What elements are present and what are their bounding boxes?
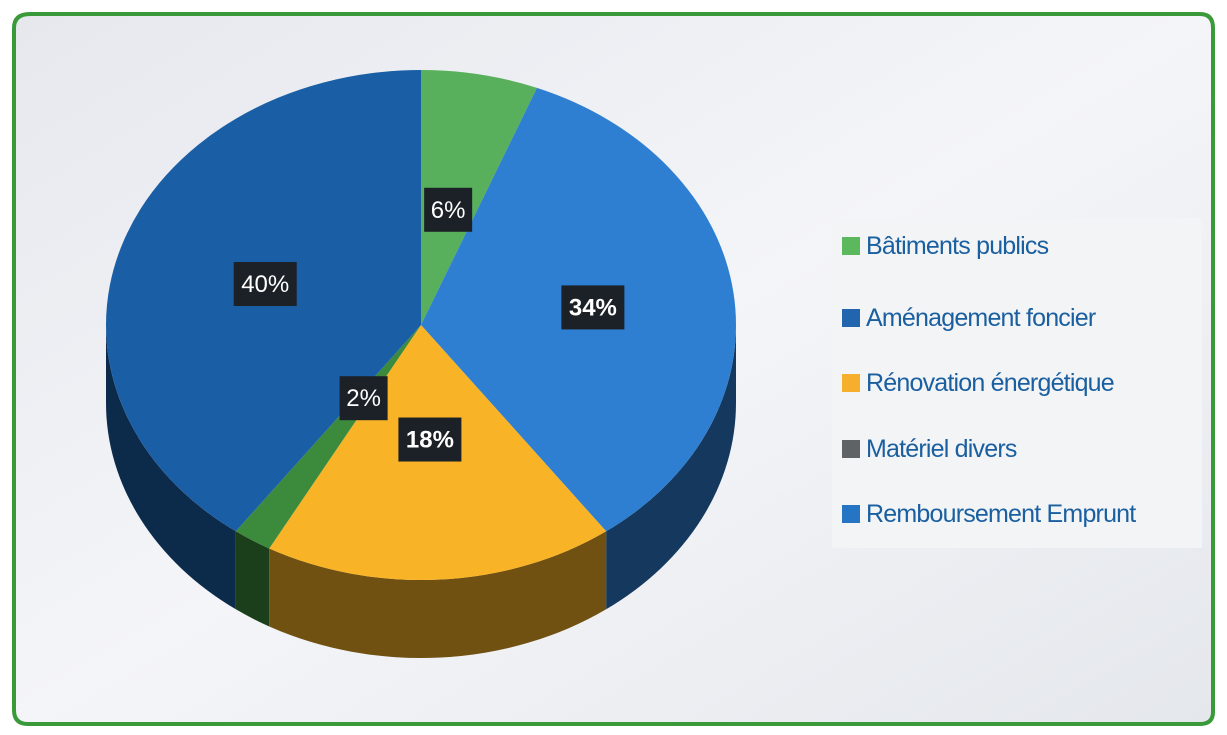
- pie-side-renovation-energetique: [269, 531, 607, 658]
- data-label-amenagement-foncier: 34%: [569, 294, 617, 321]
- legend-item-batiments-publics: Bâtiments publics: [842, 226, 1049, 266]
- data-label-box: [561, 285, 625, 330]
- legend-label: Matériel divers: [866, 434, 1017, 463]
- legend-swatch: [842, 237, 860, 255]
- data-label-box: [233, 262, 297, 307]
- data-label-box: [398, 417, 462, 462]
- legend-label: Bâtiments publics: [866, 231, 1049, 260]
- pie-group: 6% 34% 18% 2% 40%: [105, 70, 737, 658]
- data-label-batiments-publics: 6%: [431, 197, 466, 224]
- pie-side-amenagement-foncier: [606, 325, 736, 610]
- legend: Bâtiments publics Aménagement foncier Ré…: [832, 218, 1202, 548]
- legend-item-amenagement-foncier: Aménagement foncier: [842, 298, 1096, 338]
- legend-swatch: [842, 309, 860, 327]
- pie-slice-batiments-publics: [421, 70, 537, 325]
- data-label-materiel-divers: 2%: [346, 385, 381, 412]
- legend-item-renovation-energetique: Rénovation énergétique: [842, 363, 1115, 403]
- legend-item-remboursement-emprunt: Remboursement Emprunt: [842, 494, 1136, 534]
- data-label-box: [424, 187, 473, 232]
- pie-side-materiel-divers: [235, 531, 270, 627]
- legend-label: Remboursement Emprunt: [866, 499, 1136, 528]
- legend-swatch: [842, 505, 860, 523]
- legend-swatch: [842, 440, 860, 458]
- legend-label: Rénovation énergétique: [866, 368, 1115, 397]
- data-label-remboursement-emprunt: 40%: [241, 271, 289, 298]
- data-label-renovation-energetique: 18%: [406, 427, 454, 454]
- data-label-box: [339, 376, 388, 421]
- pie-side-remboursement-emprunt: [105, 325, 236, 610]
- pie-side-walls: [105, 325, 736, 658]
- legend-label: Aménagement foncier: [866, 303, 1096, 332]
- legend-item-materiel-divers: Matériel divers: [842, 429, 1017, 469]
- legend-swatch: [842, 374, 860, 392]
